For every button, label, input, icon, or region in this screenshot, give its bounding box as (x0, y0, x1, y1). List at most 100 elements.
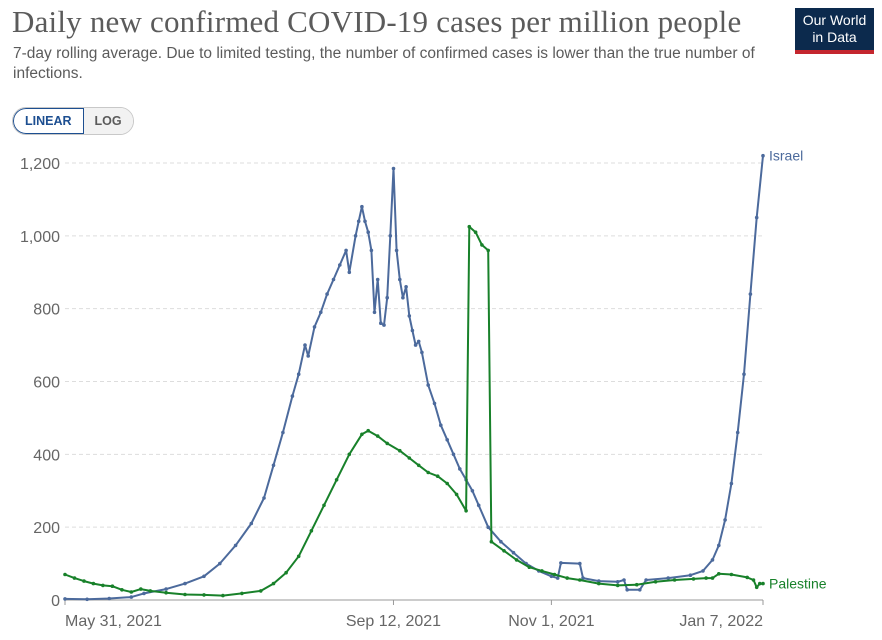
data-point-israel (476, 503, 481, 508)
data-point-palestine (597, 581, 601, 586)
data-point-palestine (129, 590, 134, 594)
data-point-israel (401, 295, 405, 300)
data-point-palestine (467, 224, 472, 229)
data-point-israel (164, 587, 168, 591)
data-point-israel (347, 270, 352, 275)
data-point-palestine (502, 549, 506, 553)
data-point-palestine (221, 593, 225, 598)
data-point-israel (597, 579, 601, 583)
data-point-israel (312, 325, 317, 329)
y-tick-label: 1,200 (20, 156, 60, 173)
data-point-palestine (653, 580, 658, 584)
data-point-palestine (407, 456, 412, 460)
data-point-israel (470, 489, 475, 493)
x-tick-label: Sep 12, 2021 (346, 613, 441, 630)
data-point-israel (458, 467, 462, 471)
logo-line-2: in Data (812, 29, 857, 45)
data-point-israel (754, 215, 759, 220)
data-point-israel (379, 321, 383, 326)
data-point-israel (486, 525, 491, 529)
data-point-palestine (139, 587, 143, 591)
series-line-israel (64, 155, 764, 601)
chart-subtitle: 7-day rolling average. Due to limited te… (13, 45, 755, 82)
data-point-palestine (745, 575, 749, 580)
data-point-palestine (486, 248, 491, 253)
data-point-israel (366, 230, 371, 234)
data-point-palestine (347, 452, 352, 457)
data-point-palestine (435, 474, 440, 479)
data-point-israel (331, 277, 336, 282)
data-point-israel (388, 234, 393, 238)
series-line-palestine (64, 225, 763, 597)
data-point-palestine (751, 578, 756, 582)
data-point-palestine (552, 572, 557, 577)
data-point-israel (625, 588, 629, 592)
data-point-israel (688, 573, 693, 577)
data-point-palestine (72, 576, 77, 580)
data-point-palestine (271, 581, 276, 586)
linear-scale-button[interactable]: LINEAR (13, 108, 84, 134)
series-palestine (63, 224, 765, 598)
series-israel (63, 153, 765, 602)
data-point-palestine (615, 583, 620, 588)
data-point-palestine (284, 570, 288, 575)
data-point-israel (748, 292, 753, 296)
data-point-palestine (120, 588, 124, 592)
data-point-palestine (672, 578, 677, 582)
data-point-israel (375, 277, 380, 282)
data-point-palestine (540, 569, 544, 573)
data-point-israel (416, 339, 421, 344)
data-point-palestine (729, 572, 734, 577)
log-scale-button[interactable]: LOG (83, 108, 133, 134)
data-point-israel (559, 561, 563, 565)
x-tick-label: May 31, 2021 (65, 613, 162, 630)
data-point-israel (410, 328, 415, 333)
data-point-palestine (360, 432, 364, 437)
data-point-palestine (710, 576, 715, 580)
data-point-israel (407, 314, 412, 318)
y-tick-label: 600 (33, 375, 60, 392)
data-point-israel (578, 561, 582, 566)
data-point-palestine (398, 448, 402, 453)
data-point-palestine (514, 558, 519, 562)
data-point-palestine (704, 576, 708, 580)
y-tick-label: 800 (33, 302, 60, 319)
x-tick-label: Nov 1, 2021 (508, 613, 594, 630)
data-point-israel (344, 248, 348, 253)
data-point-israel (306, 354, 311, 358)
data-point-israel (511, 550, 516, 555)
data-point-palestine (565, 576, 569, 580)
data-point-israel (451, 452, 456, 457)
data-point-israel (622, 578, 626, 582)
data-point-palestine (480, 243, 484, 247)
data-point-israel (369, 248, 374, 253)
data-point-israel (394, 248, 399, 253)
data-point-israel (338, 263, 342, 267)
data-point-palestine (366, 428, 371, 433)
data-point-palestine (634, 582, 639, 587)
data-point-israel (262, 496, 266, 500)
data-point-palestine (385, 441, 390, 446)
data-point-israel (385, 295, 390, 300)
y-tick-label: 1,000 (20, 229, 60, 246)
series-label-israel: Israel (769, 148, 803, 164)
x-tick-label: Jan 7, 2022 (679, 613, 763, 630)
data-point-israel (107, 596, 111, 601)
data-point-israel (391, 166, 396, 171)
data-point-israel (382, 323, 386, 327)
data-point-israel (296, 372, 301, 377)
series-label-palestine: Palestine (769, 576, 827, 592)
data-point-israel (710, 558, 715, 562)
data-point-palestine (454, 492, 459, 497)
chart-title: Daily new confirmed COVID-19 cases per m… (12, 4, 742, 39)
data-point-israel (439, 423, 443, 428)
data-point-israel (353, 234, 358, 238)
data-point-palestine (91, 581, 96, 586)
data-point-israel (432, 401, 437, 406)
x-axis: May 31, 2021 Sep 12, 2021 Nov 1, 2021 Jan 7… (64, 599, 764, 630)
data-point-israel (735, 430, 740, 435)
data-point-israel (445, 438, 450, 442)
owid-logo[interactable]: Our World in Data (795, 8, 874, 54)
data-point-palestine (202, 593, 206, 597)
